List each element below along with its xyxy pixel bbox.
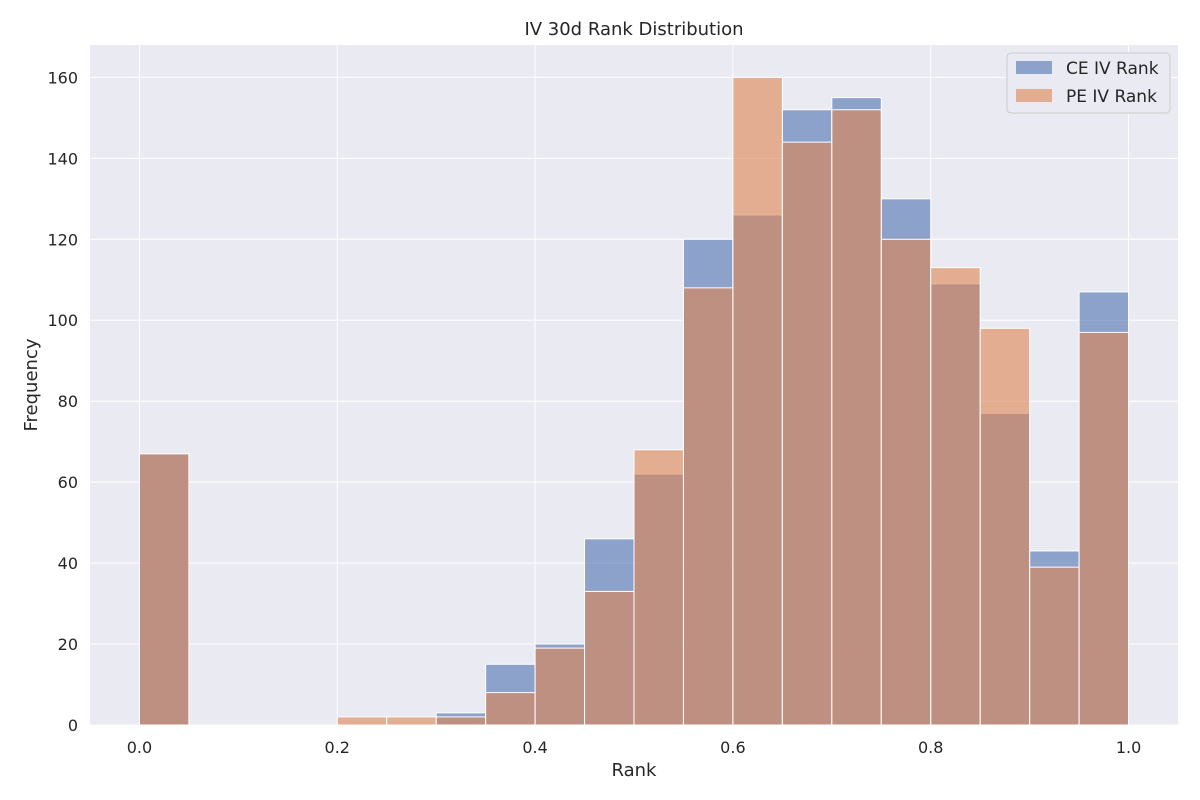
x-tick-label: 0.2: [325, 738, 350, 757]
legend: CE IV Rank PE IV Rank: [1006, 52, 1171, 114]
bar-pe-bin-14: [831, 109, 882, 726]
legend-label-ce: CE IV Rank: [1066, 59, 1159, 79]
x-axis-label: Rank: [612, 760, 658, 781]
y-tick-label: 60: [58, 473, 78, 492]
bar-pe-bin-0: [138, 453, 190, 726]
y-tick-label: 140: [47, 149, 78, 168]
y-tick-label: 0: [68, 716, 78, 735]
y-tick-label: 80: [58, 392, 78, 411]
x-tick-label: 0.8: [918, 738, 943, 757]
bar-pe-bin-15: [880, 238, 932, 726]
y-tick-label: 120: [47, 230, 78, 249]
bar-pe-bin-5: [386, 716, 437, 726]
bar-pe-bin-7: [485, 692, 536, 726]
bar-pe-bin-9: [584, 590, 635, 726]
bar-pe-bin-8: [534, 647, 586, 726]
histogram-bars: [138, 76, 1130, 726]
legend-swatch-pe: [1016, 89, 1052, 102]
x-tick-label: 0.6: [720, 738, 745, 757]
x-tick-label: 0.0: [127, 738, 152, 757]
bar-pe-bin-10: [633, 449, 684, 726]
bar-pe-bin-18: [1029, 566, 1080, 726]
bar-pe-bin-19: [1078, 331, 1130, 726]
y-tick-label: 100: [47, 311, 78, 330]
bar-pe-bin-13: [781, 141, 833, 726]
x-tick-label: 1.0: [1116, 738, 1141, 757]
y-tick-labels: 0 20 40 60 80 100 120 140 160: [47, 68, 78, 735]
x-tick-label: 0.4: [522, 738, 547, 757]
legend-label-pe: PE IV Rank: [1066, 87, 1157, 107]
chart-title: IV 30d Rank Distribution: [524, 19, 743, 40]
bar-pe-bin-12: [732, 76, 783, 726]
y-tick-label: 20: [58, 635, 78, 654]
bar-pe-bin-4: [336, 716, 388, 726]
y-tick-label: 160: [47, 68, 78, 87]
x-tick-labels: 0.0 0.2 0.4 0.6 0.8 1.0: [127, 738, 1142, 757]
legend-swatch-ce: [1016, 61, 1052, 74]
bar-pe-bin-6: [435, 716, 487, 726]
bar-pe-bin-11: [682, 287, 734, 726]
bar-pe-bin-17: [979, 327, 1031, 726]
y-axis-label: Frequency: [21, 338, 42, 431]
bar-pe-bin-16: [930, 267, 981, 726]
y-tick-label: 40: [58, 554, 78, 573]
